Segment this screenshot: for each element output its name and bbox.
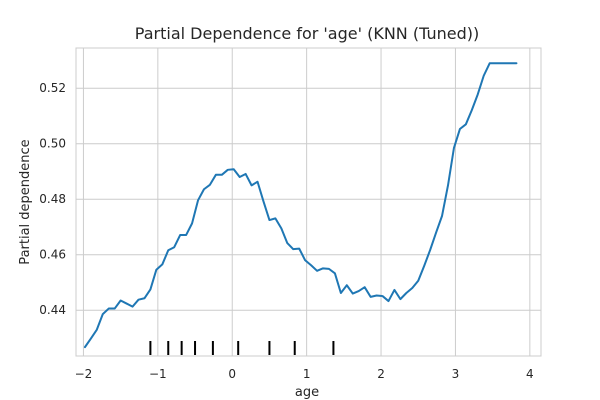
chart-title: Partial Dependence for 'age' (KNN (Tuned… <box>135 24 479 43</box>
x-tick-label: 2 <box>377 367 385 381</box>
grid-layer <box>76 48 541 356</box>
y-tick-label: 0.48 <box>39 192 66 206</box>
y-tick-labels: 0.44 0.46 0.48 0.50 0.52 <box>39 81 66 317</box>
partial-dependence-line <box>83 62 518 349</box>
y-tick-label: 0.44 <box>39 303 66 317</box>
x-tick-label: 3 <box>452 367 460 381</box>
x-tick-label: −1 <box>149 367 167 381</box>
curve-layer <box>83 62 518 349</box>
rug-layer <box>149 341 335 355</box>
x-axis-label: age <box>295 385 319 400</box>
x-tick-label: 4 <box>526 367 534 381</box>
y-tick-label: 0.52 <box>39 81 66 95</box>
x-tick-label: −2 <box>75 367 93 381</box>
x-tick-label: 0 <box>228 367 236 381</box>
plot-frame <box>75 47 542 357</box>
y-tick-label: 0.46 <box>39 248 66 262</box>
y-axis-label: Partial dependence <box>18 139 33 264</box>
x-tick-labels: −2 −1 0 1 2 3 4 <box>75 367 534 381</box>
x-tick-label: 1 <box>303 367 311 381</box>
y-tick-label: 0.50 <box>39 137 66 151</box>
